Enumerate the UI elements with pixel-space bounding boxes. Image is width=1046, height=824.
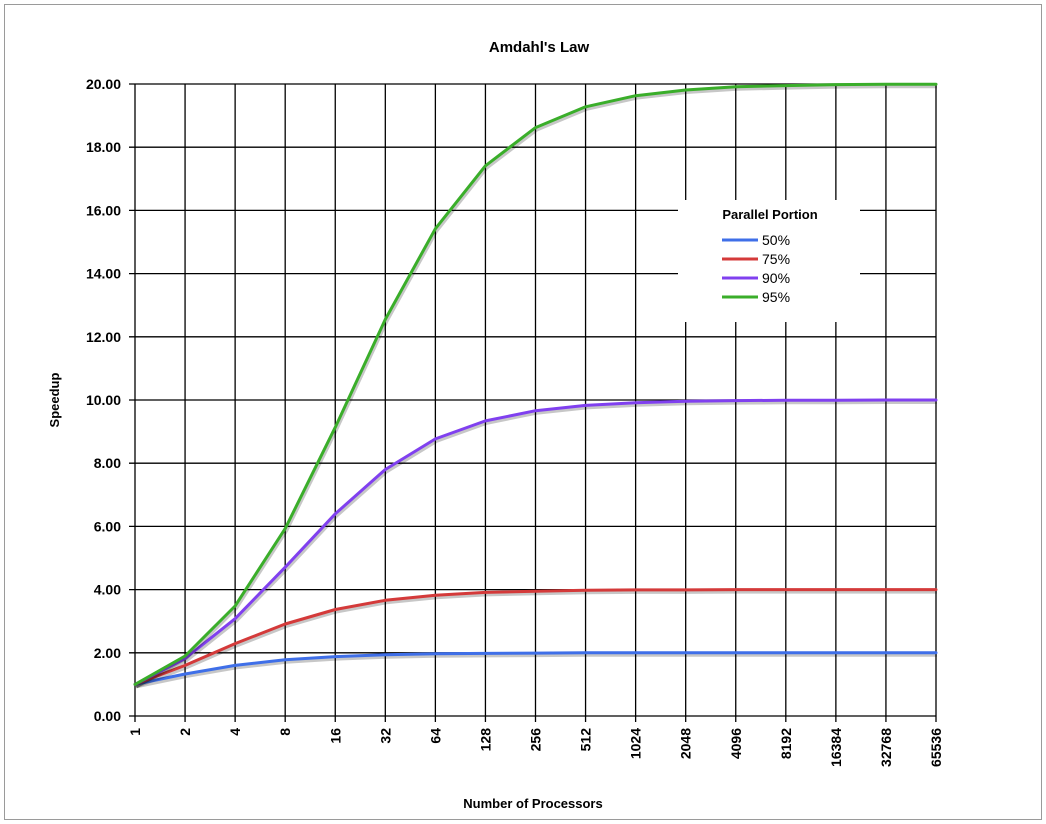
x-tick-label: 16384 <box>828 728 844 767</box>
series-shadow <box>135 652 937 689</box>
legend-label: 75% <box>762 251 790 267</box>
x-axis-title: Number of Processors <box>463 796 602 811</box>
series-line-75pct <box>133 588 938 686</box>
series-lines <box>133 82 938 689</box>
y-tick-label: 8.00 <box>94 455 121 471</box>
series-line-50pct <box>133 651 938 686</box>
x-tick-label: 64 <box>427 728 443 744</box>
x-tick-label: 2048 <box>678 728 694 759</box>
y-tick-label: 16.00 <box>86 202 121 218</box>
y-tick-label: 6.00 <box>94 518 121 534</box>
x-tick-label: 1024 <box>628 728 644 759</box>
y-tick-label: 20.00 <box>86 76 121 92</box>
x-tick-label: 8 <box>277 728 293 736</box>
x-tick-label: 4 <box>227 728 243 736</box>
x-tick-label: 8192 <box>778 728 794 759</box>
series-line-95pct <box>133 82 938 686</box>
x-tick-label: 4096 <box>728 728 744 759</box>
y-axis-title: Speedup <box>47 372 62 427</box>
y-axis-ticks: 0.00 2.00 4.00 6.00 8.00 10.00 12.00 14.00 16.00… <box>86 76 121 724</box>
legend-label: 50% <box>762 232 790 248</box>
legend-title: Parallel Portion <box>722 207 817 222</box>
x-tick-label: 32 <box>377 728 393 744</box>
x-tick-label: 65536 <box>928 728 944 767</box>
y-tick-label: 2.00 <box>94 645 121 661</box>
x-axis-ticks: 1 2 4 8 16 32 64 128 256 512 1024 2048 4096 8192 16384… <box>127 728 944 767</box>
legend: Parallel Portion 50% 75% 90% 95% <box>678 200 860 322</box>
y-tick-label: 4.00 <box>94 582 121 598</box>
x-tick-label: 1 <box>127 728 143 736</box>
series-shadow <box>135 84 937 689</box>
y-tick-label: 18.00 <box>86 139 121 155</box>
x-tick-label: 32768 <box>878 728 894 767</box>
x-tick-label: 256 <box>528 728 544 752</box>
legend-background <box>678 200 860 322</box>
x-tick-label: 16 <box>327 728 343 744</box>
legend-label: 95% <box>762 289 790 305</box>
series-line-90pct <box>133 398 938 686</box>
legend-label: 90% <box>762 270 790 286</box>
x-tick-label: 128 <box>477 728 493 752</box>
x-tick-label: 2 <box>177 728 193 736</box>
series-shadow <box>135 400 937 689</box>
y-tick-label: 12.00 <box>86 329 121 345</box>
y-tick-label: 10.00 <box>86 392 121 408</box>
x-tick-label: 512 <box>578 728 594 752</box>
chart-title: Amdahl's Law <box>489 39 590 56</box>
y-tick-label: 14.00 <box>86 266 121 282</box>
y-tick-label: 0.00 <box>94 708 121 724</box>
series-shadow <box>135 589 937 689</box>
